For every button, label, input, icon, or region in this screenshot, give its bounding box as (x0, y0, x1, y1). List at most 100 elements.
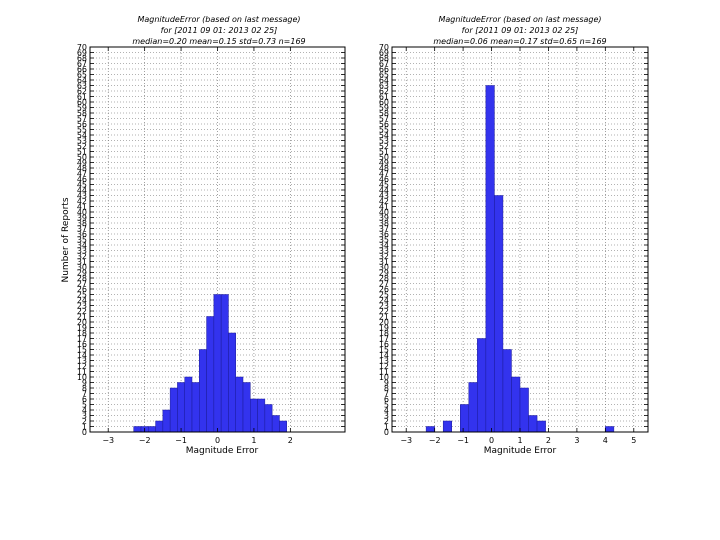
y-tick-label-right: 32 (379, 252, 389, 261)
y-tick-label-left: 40 (77, 208, 87, 217)
title-right-line-1: MagnitudeError (based on last message) (438, 15, 601, 24)
y-tick-label-left: 8 (82, 384, 87, 393)
y-tick-label-right: 26 (379, 285, 389, 294)
y-ticks-right: 0123456789101112131415161718192021222324… (379, 43, 648, 437)
histogram-bar-right (605, 426, 615, 433)
x-tick-label-left: 0 (215, 436, 220, 445)
y-tick-label-left: 24 (77, 296, 87, 305)
y-tick-label-right: 58 (379, 109, 389, 118)
y-tick-label-left: 13 (77, 357, 87, 366)
y-tick-label-left: 51 (77, 148, 87, 157)
y-tick-label-left: 64 (77, 76, 87, 85)
y-tick-label-left: 54 (77, 131, 87, 140)
y-tick-label-right: 18 (379, 329, 389, 338)
title-left-line-1: MagnitudeError (based on last message) (137, 15, 300, 24)
y-tick-label-left: 10 (77, 373, 87, 382)
histogram-bar-left (169, 387, 178, 433)
histogram-bar-left (148, 426, 156, 433)
y-tick-label-right: 46 (379, 175, 389, 184)
y-tick-label-right: 44 (379, 186, 389, 195)
y-tick-label-left: 50 (77, 153, 87, 162)
y-tick-label-right: 21 (379, 313, 389, 322)
y-tick-label-left: 39 (77, 214, 87, 223)
histogram-bar-right (528, 415, 538, 433)
x-tick-label-right: 0 (489, 436, 494, 445)
histogram-bar-left (235, 376, 244, 433)
y-tick-label-left: 38 (77, 219, 87, 228)
y-ticks-left: 0123456789101112131415161718192021222324… (77, 43, 345, 437)
y-tick-label-left: 0 (82, 428, 87, 437)
y-tick-label-left: 41 (77, 203, 87, 212)
histogram-bar-left (220, 294, 229, 433)
histogram-bar-right (460, 404, 470, 433)
y-tick-label-left: 48 (77, 164, 87, 173)
y-tick-label-left: 69 (77, 49, 87, 58)
histogram-bar-left (279, 420, 287, 433)
y-tick-label-left: 16 (77, 340, 87, 349)
y-tick-label-left: 43 (77, 192, 87, 201)
y-tick-label-right: 31 (379, 258, 389, 267)
y-tick-label-left: 65 (77, 71, 87, 80)
histogram-bar-left (228, 332, 236, 433)
y-tick-label-right: 68 (379, 54, 389, 63)
y-tick-label-right: 51 (379, 148, 389, 157)
y-tick-label-left: 35 (77, 236, 87, 245)
y-tick-label-left: 68 (77, 54, 87, 63)
x-tick-label-right: 1 (517, 436, 522, 445)
x-tick-label-right: 4 (603, 436, 608, 445)
histogram-bar-right (485, 85, 495, 433)
y-tick-label-right: 9 (384, 379, 389, 388)
y-tick-label-right: 17 (379, 335, 389, 344)
y-tick-label-left: 5 (82, 401, 87, 410)
histogram-bar-left (199, 349, 207, 433)
y-tick-label-right: 55 (379, 126, 389, 135)
y-tick-label-right: 33 (379, 247, 389, 256)
grid-left (90, 47, 345, 432)
x-axis-label-left: Magnitude Error (186, 446, 259, 456)
y-tick-label-right: 3 (384, 412, 389, 421)
histogram-bar-left (177, 382, 185, 433)
histogram-bar-left (257, 398, 266, 433)
y-tick-label-right: 14 (379, 351, 389, 360)
x-tick-label-right: −3 (400, 436, 412, 445)
y-tick-label-right: 0 (384, 428, 389, 437)
y-tick-label-left: 33 (77, 247, 87, 256)
y-tick-label-right: 5 (384, 401, 389, 410)
y-tick-label-left: 36 (77, 230, 87, 239)
y-tick-label-right: 15 (379, 346, 389, 355)
y-tick-label-left: 37 (77, 225, 87, 234)
y-tick-label-right: 25 (379, 291, 389, 300)
y-tick-label-left: 26 (77, 285, 87, 294)
y-tick-label-right: 59 (379, 104, 389, 113)
y-tick-label-right: 20 (379, 318, 389, 327)
y-tick-label-left: 9 (82, 379, 87, 388)
y-tick-label-left: 34 (77, 241, 87, 250)
x-tick-label-left: 1 (251, 436, 256, 445)
y-tick-label-left: 55 (77, 126, 87, 135)
x-axis-label-right: Magnitude Error (484, 446, 557, 456)
y-tick-label-right: 7 (384, 390, 389, 399)
title-left-line-2: for [2011 09 01: 2013 02 25] (161, 26, 278, 35)
y-tick-label-left: 3 (82, 412, 87, 421)
y-tick-label-right: 47 (379, 170, 389, 179)
y-tick-label-right: 39 (379, 214, 389, 223)
y-tick-label-right: 22 (379, 307, 389, 316)
y-tick-label-right: 57 (379, 115, 389, 124)
y-tick-label-right: 8 (384, 384, 389, 393)
y-tick-label-left: 44 (77, 186, 87, 195)
y-tick-label-right: 48 (379, 164, 389, 173)
histogram-bar-right (536, 420, 546, 433)
y-tick-label-left: 46 (77, 175, 87, 184)
histogram-bar-left (191, 382, 200, 433)
y-tick-label-right: 6 (384, 395, 389, 404)
histogram-bar-left (250, 398, 258, 433)
y-tick-label-left: 17 (77, 335, 87, 344)
y-tick-label-left: 18 (77, 329, 87, 338)
x-ticks-right: −3 −2 −1 0 1 2 3 4 5 (400, 47, 636, 445)
y-tick-label-left: 56 (77, 120, 87, 129)
y-tick-label-right: 64 (379, 76, 389, 85)
y-tick-label-right: 13 (379, 357, 389, 366)
y-tick-label-right: 38 (379, 219, 389, 228)
y-tick-label-left: 2 (82, 417, 87, 426)
y-tick-label-right: 67 (379, 60, 389, 69)
